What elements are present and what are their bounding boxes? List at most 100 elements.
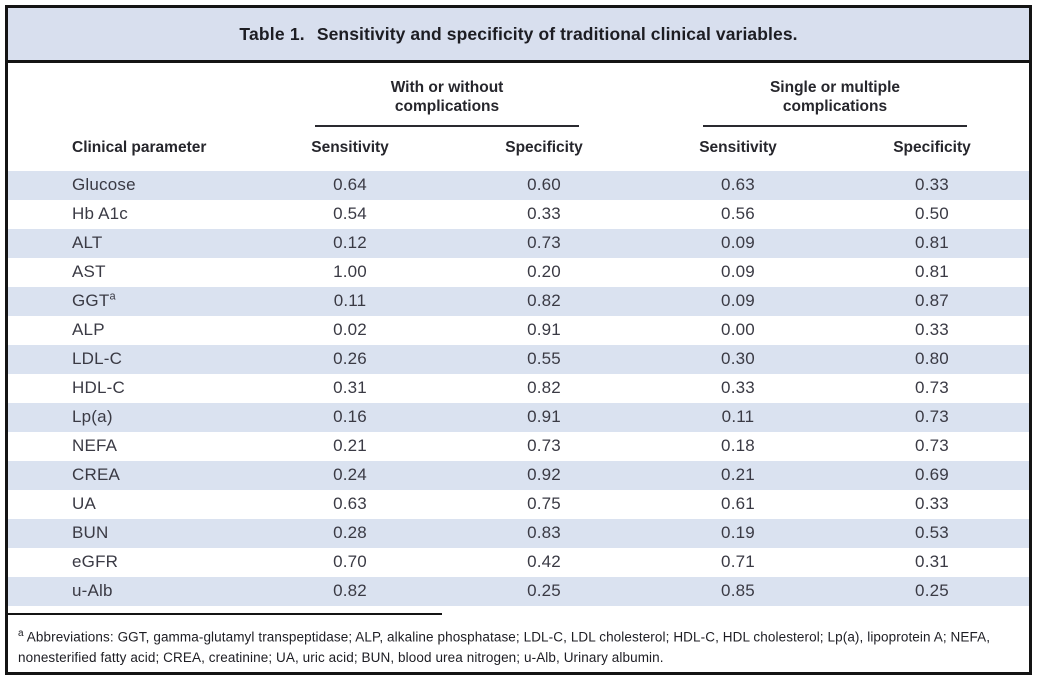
value-cell: 0.81 [915, 262, 949, 282]
table-row: Glucose 0.64 0.60 0.63 0.33 [8, 170, 1029, 200]
value-cell: 0.42 [527, 552, 561, 572]
table-row: UA 0.63 0.75 0.61 0.33 [8, 490, 1029, 519]
value-cell: 0.56 [721, 204, 755, 224]
row-param-cell: Hb A1c [8, 200, 253, 229]
table-row: Hb A1c 0.54 0.33 0.56 0.50 [8, 200, 1029, 229]
subheader-row: Clinical parameter Sensitivity Specifici… [8, 127, 1029, 171]
value-cell: 0.50 [915, 204, 949, 224]
param-label: Lp(a) [72, 407, 113, 427]
table-frame: Table 1. Sensitivity and specificity of … [5, 5, 1032, 675]
value-cell: 0.19 [721, 523, 755, 543]
table-row: eGFR 0.70 0.42 0.71 0.31 [8, 548, 1029, 577]
row-param-cell: u-Alb [8, 577, 253, 606]
value-cell: 0.28 [333, 523, 367, 543]
sensitivity-header-1: Sensitivity [311, 138, 389, 156]
value-cell: 0.83 [527, 523, 561, 543]
table-row: LDL-C 0.26 0.55 0.30 0.80 [8, 344, 1029, 374]
value-cell: 0.73 [527, 436, 561, 456]
group-1-line2: complications [394, 98, 500, 116]
group-header-2: Single or multiple complications [641, 63, 1029, 127]
group-2-line1: Single or multiple [769, 79, 901, 96]
value-cell: 0.12 [333, 233, 367, 253]
table-row: Lp(a) 0.16 0.91 0.11 0.73 [8, 402, 1029, 432]
row-param-cell: HDL-C [8, 374, 253, 403]
value-cell: 0.69 [915, 465, 949, 485]
group-1-label: With or without complications [253, 78, 641, 117]
table-row: HDL-C 0.31 0.82 0.33 0.73 [8, 374, 1029, 403]
group-header-row: With or without complications Single or … [8, 63, 1029, 127]
param-label: GGT [72, 291, 110, 311]
value-cell: 1.00 [333, 262, 367, 282]
table-row: BUN 0.28 0.83 0.19 0.53 [8, 518, 1029, 548]
row-param-cell: CREA [8, 461, 253, 490]
value-cell: 0.20 [527, 262, 561, 282]
value-cell: 0.02 [333, 320, 367, 340]
param-label: LDL-C [72, 349, 123, 369]
param-label: NEFA [72, 436, 118, 456]
param-label: HDL-C [72, 378, 125, 398]
param-label: AST [72, 262, 106, 282]
value-cell: 0.55 [527, 349, 561, 369]
data-table: With or without complications Single or … [8, 63, 1029, 606]
table-title-bar: Table 1. Sensitivity and specificity of … [8, 8, 1029, 63]
table-row: NEFA 0.21 0.73 0.18 0.73 [8, 432, 1029, 461]
specificity-header-2: Specificity [893, 138, 971, 156]
table-row: ALT 0.12 0.73 0.09 0.81 [8, 228, 1029, 258]
value-cell: 0.53 [915, 523, 949, 543]
value-cell: 0.73 [527, 233, 561, 253]
param-label: Hb A1c [72, 204, 129, 224]
value-cell: 0.24 [333, 465, 367, 485]
value-cell: 0.64 [333, 175, 367, 195]
table-row: GGTa 0.11 0.82 0.09 0.87 [8, 286, 1029, 316]
empty-header-cell [8, 63, 253, 127]
value-cell: 0.54 [333, 204, 367, 224]
value-cell: 0.25 [527, 581, 561, 601]
value-cell: 0.70 [333, 552, 367, 572]
value-cell: 0.60 [527, 175, 561, 195]
value-cell: 0.30 [721, 349, 755, 369]
table-title-text: Sensitivity and specificity of tradition… [316, 23, 798, 44]
row-param-cell: eGFR [8, 548, 253, 577]
specificity-header-1: Specificity [505, 138, 583, 156]
table-row: u-Alb 0.82 0.25 0.85 0.25 [8, 576, 1029, 606]
param-superscript: a [109, 290, 116, 303]
value-cell: 0.33 [915, 175, 949, 195]
value-cell: 0.09 [721, 262, 755, 282]
value-cell: 0.63 [721, 175, 755, 195]
value-cell: 0.61 [721, 494, 755, 514]
row-param-cell: AST [8, 258, 253, 287]
value-cell: 0.18 [721, 436, 755, 456]
group-2-label: Single or multiple complications [641, 78, 1029, 117]
row-param-cell: UA [8, 490, 253, 519]
value-cell: 0.85 [721, 581, 755, 601]
value-cell: 0.00 [721, 320, 755, 340]
row-param-cell: Lp(a) [8, 403, 253, 432]
param-label: UA [72, 494, 97, 514]
value-cell: 0.21 [721, 465, 755, 485]
value-cell: 0.33 [721, 378, 755, 398]
row-param-cell: NEFA [8, 432, 253, 461]
table-number-label: Table 1. [239, 23, 305, 44]
table-row: CREA 0.24 0.92 0.21 0.69 [8, 460, 1029, 490]
clinical-parameter-header: Clinical parameter [72, 138, 207, 156]
value-cell: 0.31 [333, 378, 367, 398]
value-cell: 0.31 [915, 552, 949, 572]
value-cell: 0.09 [721, 233, 755, 253]
group-1-line1: With or without [390, 79, 504, 96]
table-row: ALP 0.02 0.91 0.00 0.33 [8, 316, 1029, 345]
value-cell: 0.09 [721, 291, 755, 311]
value-cell: 0.75 [527, 494, 561, 514]
value-cell: 0.73 [915, 407, 949, 427]
value-cell: 0.82 [527, 291, 561, 311]
value-cell: 0.25 [915, 581, 949, 601]
value-cell: 0.33 [915, 320, 949, 340]
param-label: u-Alb [72, 581, 113, 601]
value-cell: 0.11 [333, 291, 367, 311]
value-cell: 0.73 [915, 436, 949, 456]
row-param-cell: GGTa [8, 287, 253, 316]
row-param-cell: ALP [8, 316, 253, 345]
sensitivity-header-2: Sensitivity [699, 138, 777, 156]
group-1-underline [315, 124, 579, 127]
group-2-underline [703, 124, 967, 127]
value-cell: 0.82 [527, 378, 561, 398]
